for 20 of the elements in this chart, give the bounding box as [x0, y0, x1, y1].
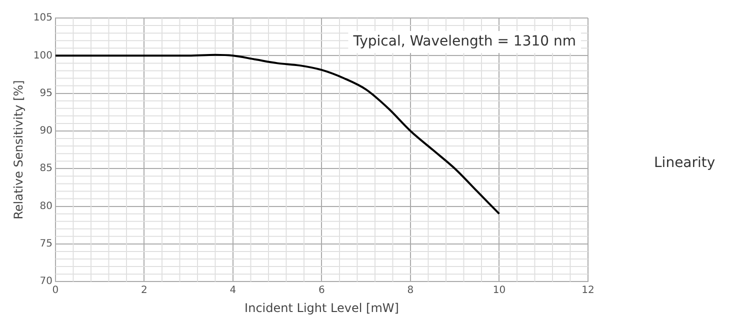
- x-tick-label: 10: [492, 285, 506, 296]
- y-tick-label: 85: [40, 163, 52, 174]
- x-tick-label: 6: [318, 285, 325, 296]
- line-series: [55, 54, 500, 215]
- y-tick-label: 95: [40, 88, 52, 99]
- y-tick-label: 80: [40, 200, 52, 212]
- y-tick-label: 75: [40, 238, 52, 250]
- y-tick-label: 70: [40, 276, 52, 288]
- x-tick-label: 12: [582, 285, 594, 296]
- text: Linearity: [654, 155, 716, 171]
- x-tick-label: 8: [407, 285, 414, 296]
- y-tick-label: 105: [33, 12, 52, 24]
- x-tick-label: 0: [52, 285, 59, 296]
- x-tick-label: 2: [141, 285, 148, 296]
- y-tick-label: 90: [40, 126, 52, 137]
- y-axis-title: Relative Sensitivity [%]: [11, 80, 26, 220]
- x-tick-label: 4: [230, 285, 236, 296]
- annotation: Typical, Wavelength = 1310 nm: [352, 34, 576, 50]
- y-tick-label: 100: [33, 50, 52, 62]
- x-axis-title: Incident Light Level [mW]: [244, 300, 399, 315]
